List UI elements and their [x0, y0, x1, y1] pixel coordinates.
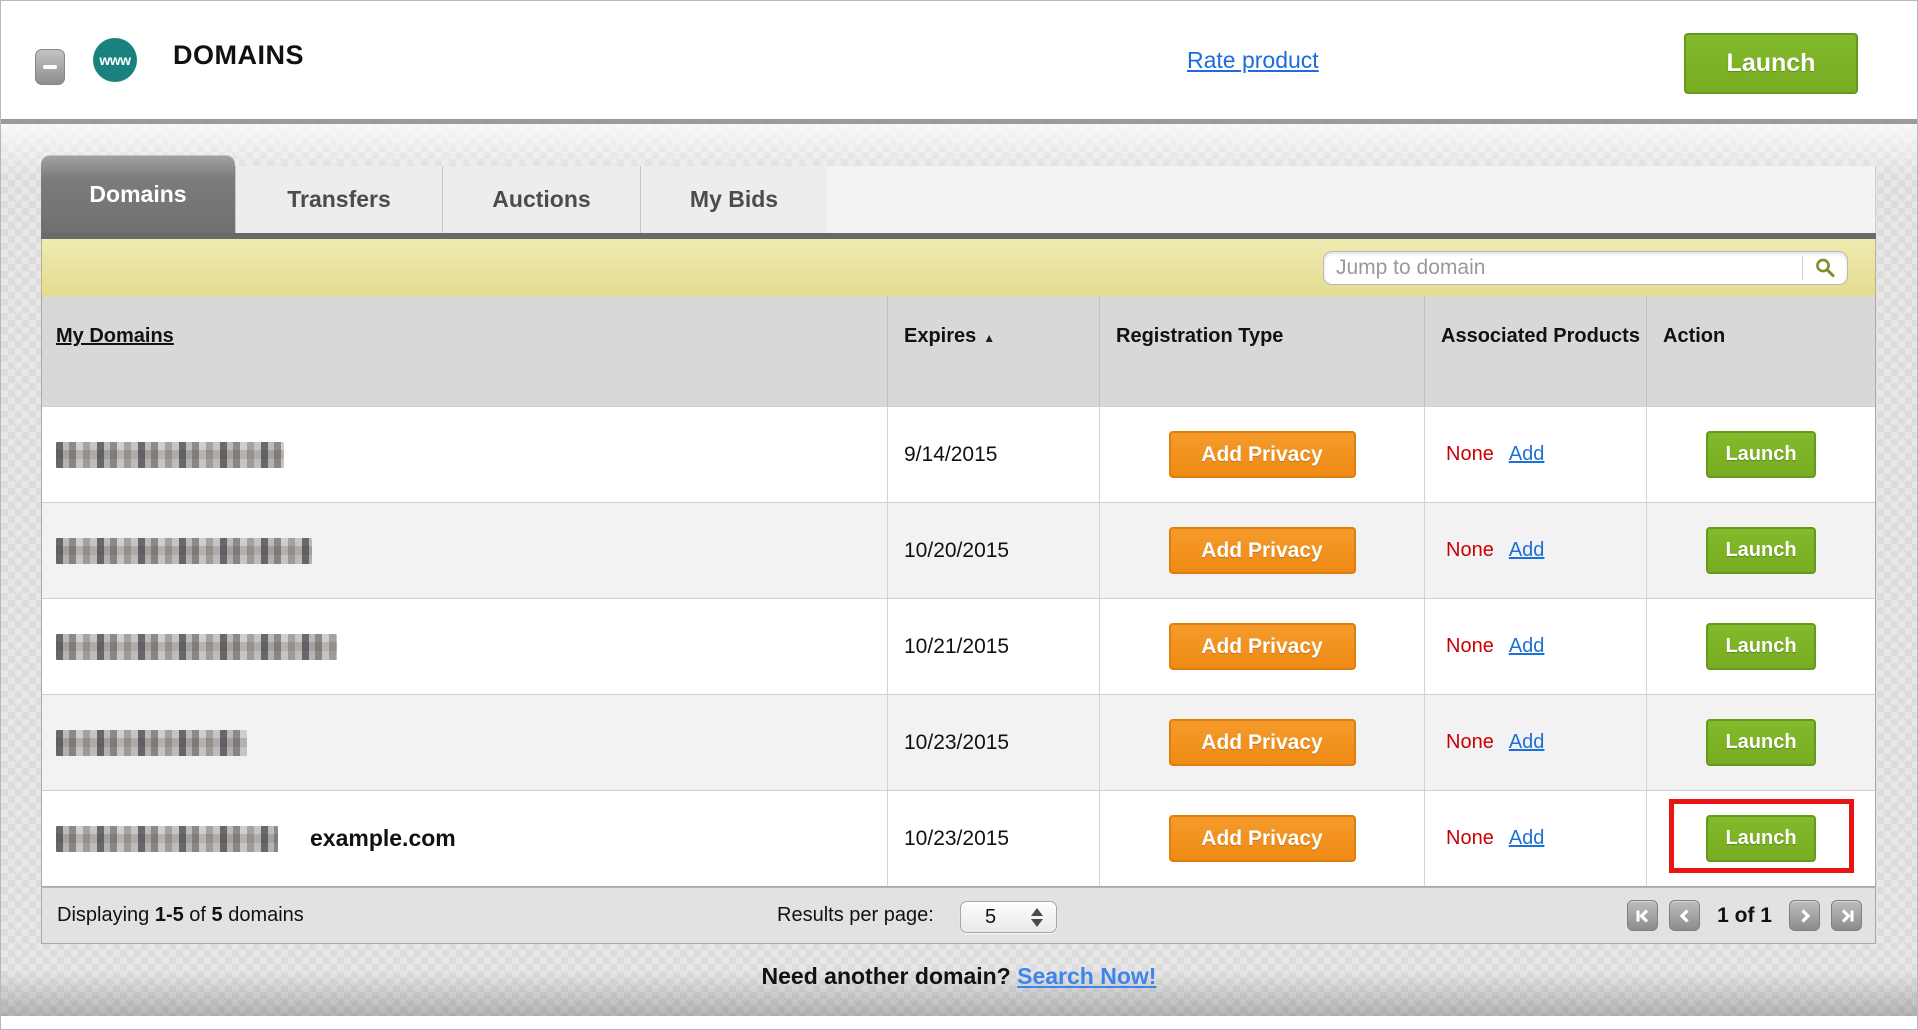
collapse-button[interactable] [35, 49, 65, 85]
top-header-bar: www DOMAINS Rate product Launch [1, 1, 1917, 119]
last-page-button[interactable] [1831, 900, 1862, 931]
last-page-icon [1841, 908, 1853, 923]
domains-panel: Domains Transfers Auctions My Bids [41, 155, 1876, 944]
associated-products-value: None [1446, 827, 1494, 849]
header-divider [1, 119, 1917, 124]
stepper-arrows-icon [1031, 907, 1043, 927]
add-product-link[interactable]: Add [1508, 443, 1545, 465]
table-row: 10/21/2015 Add Privacy None Add Launch [42, 598, 1875, 694]
logo-text: www [99, 52, 131, 68]
table-row: 10/23/2015 Add Privacy None Add Launch [42, 694, 1875, 790]
rate-product-link[interactable]: Rate product [1187, 47, 1319, 73]
results-per-page-select[interactable]: 5 [960, 901, 1057, 933]
launch-button[interactable]: Launch [1706, 431, 1816, 478]
table-footer: Displaying 1-5 of 5 domains Results per … [41, 887, 1876, 944]
launch-button[interactable]: Launch [1706, 527, 1816, 574]
add-privacy-button[interactable]: Add Privacy [1168, 815, 1356, 862]
tab-bar: Domains Transfers Auctions My Bids [41, 155, 1876, 233]
expires-date: 9/14/2015 [888, 407, 1100, 502]
tab-transfers[interactable]: Transfers [235, 166, 442, 233]
associated-products-value: None [1446, 635, 1494, 657]
search-bar [41, 239, 1876, 296]
tab-my-bids[interactable]: My Bids [640, 166, 827, 233]
www-logo-icon: www [93, 38, 137, 82]
jump-to-domain-input[interactable] [1324, 256, 1802, 280]
results-per-page-label: Results per page: [777, 904, 934, 926]
launch-button[interactable]: Launch [1706, 719, 1816, 766]
need-domain-prompt: Need another domain? Search Now! [761, 963, 1157, 989]
next-page-button[interactable] [1789, 900, 1820, 931]
my-domains-sort-link[interactable]: My Domains [56, 325, 174, 347]
launch-button[interactable]: Launch [1706, 623, 1816, 670]
table-row: 9/14/2015 Add Privacy None Add Launch [42, 406, 1875, 502]
add-privacy-button[interactable]: Add Privacy [1168, 719, 1356, 766]
table-row: 10/20/2015 Add Privacy None Add Launch [42, 502, 1875, 598]
sort-arrow-icon: ▲ [983, 331, 996, 345]
redacted-domain-name [56, 537, 312, 564]
redacted-domain-name [56, 441, 284, 468]
tab-domains[interactable]: Domains [41, 155, 235, 233]
search-button[interactable] [1803, 252, 1847, 284]
displaying-status: Displaying 1-5 of 5 domains [57, 904, 304, 926]
column-header-registration-type: Registration Type [1100, 296, 1425, 406]
domains-table: My Domains Expires ▲ Registration Type As… [41, 296, 1876, 887]
next-page-icon [1800, 908, 1810, 923]
minus-icon [43, 65, 57, 69]
associated-products-value: None [1446, 539, 1494, 561]
page-status: 1 of 1 [1717, 903, 1772, 927]
pagination: 1 of 1 [1627, 900, 1862, 931]
domain-note-label: example.com [310, 825, 456, 851]
search-now-link[interactable]: Search Now! [1017, 963, 1157, 989]
launch-button-highlighted[interactable]: Launch [1706, 815, 1816, 862]
prev-page-icon [1679, 908, 1689, 923]
column-header-associated-products: Associated Products [1425, 296, 1647, 406]
expires-date: 10/23/2015 [888, 695, 1100, 790]
results-per-page-value: 5 [985, 905, 997, 928]
add-product-link[interactable]: Add [1508, 731, 1545, 753]
search-divider [1802, 256, 1803, 280]
first-page-icon [1636, 908, 1648, 923]
tab-underline [41, 233, 1876, 239]
first-page-button[interactable] [1627, 900, 1659, 931]
add-product-link[interactable]: Add [1508, 635, 1545, 657]
search-box [1323, 251, 1848, 285]
prev-page-button[interactable] [1669, 900, 1701, 931]
associated-products-value: None [1446, 443, 1494, 465]
add-privacy-button[interactable]: Add Privacy [1168, 431, 1356, 478]
page-title: DOMAINS [173, 40, 304, 70]
column-header-my-domains: My Domains [42, 296, 888, 406]
add-privacy-button[interactable]: Add Privacy [1168, 527, 1356, 574]
redacted-domain-name [56, 729, 247, 756]
add-product-link[interactable]: Add [1508, 827, 1545, 849]
expires-date: 10/23/2015 [888, 791, 1100, 886]
redacted-domain-name [56, 633, 337, 660]
expires-date: 10/21/2015 [888, 599, 1100, 694]
tab-auctions[interactable]: Auctions [442, 166, 640, 233]
magnifier-icon [1816, 258, 1835, 278]
column-header-action: Action [1663, 325, 1726, 347]
redacted-domain-name [56, 825, 278, 852]
table-header-row: My Domains Expires ▲ Registration Type As… [42, 296, 1875, 406]
add-privacy-button[interactable]: Add Privacy [1168, 623, 1356, 670]
table-row-highlighted: example.com 10/23/2015 Add Privacy None … [42, 790, 1875, 886]
column-header-expires[interactable]: Expires ▲ [888, 296, 1100, 406]
add-product-link[interactable]: Add [1508, 539, 1545, 561]
expires-date: 10/20/2015 [888, 503, 1100, 598]
launch-product-button[interactable]: Launch [1684, 33, 1858, 94]
associated-products-value: None [1446, 731, 1494, 753]
